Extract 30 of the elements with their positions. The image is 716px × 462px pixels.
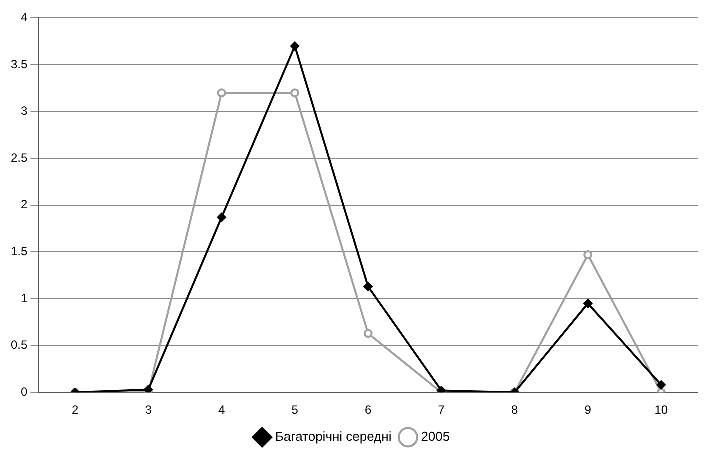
- y-tick-label: 2: [20, 198, 28, 212]
- point: [656, 380, 666, 390]
- y-tick-label: 0.5: [10, 338, 28, 352]
- y-tick-label: 1.5: [10, 244, 28, 259]
- point: [584, 250, 593, 260]
- y-tick-label: 2.5: [10, 150, 28, 165]
- x-tick-label: 5: [292, 403, 299, 418]
- x-tick-label: 6: [364, 403, 372, 418]
- point: [217, 213, 226, 222]
- x-tick-label: 3: [145, 403, 152, 418]
- point: [364, 329, 373, 338]
- legend-label: 2005: [421, 429, 450, 444]
- point: [144, 385, 154, 393]
- x-tick-label: 7: [438, 403, 446, 418]
- point: [290, 88, 300, 98]
- y-tick-label: 1: [20, 291, 28, 306]
- point: [217, 88, 226, 98]
- y-tick-label: 3.5: [10, 57, 28, 72]
- y-tick-label: 4: [20, 10, 28, 25]
- point: [290, 42, 300, 51]
- x-tick-label: 10: [654, 403, 668, 418]
- legend-label: Багаторічні середні: [275, 429, 392, 444]
- x-tick-label: 9: [584, 403, 592, 418]
- x-tick-label: 8: [512, 403, 519, 418]
- y-tick-label: 0: [20, 384, 28, 399]
- y-tick-label: 3: [20, 104, 28, 118]
- x-tick-label: 2: [72, 403, 79, 418]
- point: [364, 282, 373, 292]
- point: [584, 299, 593, 308]
- x-tick-label: 4: [218, 403, 226, 418]
